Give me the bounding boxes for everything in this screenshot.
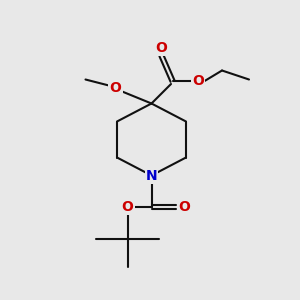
Text: O: O <box>110 82 122 95</box>
Text: O: O <box>122 200 134 214</box>
Text: N: N <box>146 169 157 182</box>
Text: O: O <box>192 74 204 88</box>
Text: O: O <box>178 200 190 214</box>
Text: O: O <box>155 41 167 55</box>
